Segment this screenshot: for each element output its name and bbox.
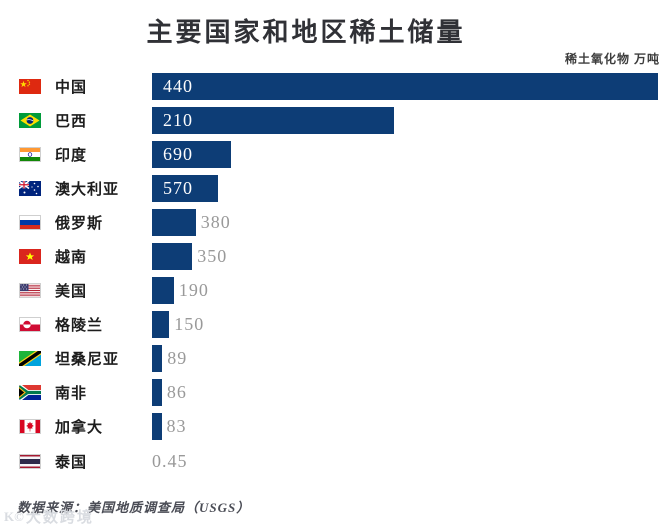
table-row: 越南 350 bbox=[0, 239, 668, 273]
value-label: 210 bbox=[163, 109, 193, 130]
table-row: 坦桑尼亚 89 bbox=[0, 342, 668, 376]
bar-zone: 0.45 bbox=[152, 447, 658, 475]
bar-zone: 440 bbox=[152, 72, 658, 100]
value-label: 350 bbox=[197, 246, 228, 267]
country-label: 格陵兰 bbox=[55, 318, 104, 335]
country-label: 坦桑尼亚 bbox=[55, 352, 120, 369]
table-row: 加拿大 83 bbox=[0, 410, 668, 444]
value-label: 86 bbox=[166, 382, 187, 403]
unit-label: 稀土氧化物 万吨 bbox=[564, 52, 660, 66]
thailand-flag bbox=[19, 453, 41, 469]
bar-china bbox=[152, 72, 658, 100]
bar-zone: 89 bbox=[152, 345, 658, 373]
bar-chart: 中国 440 巴西 210 印度 690 bbox=[0, 69, 668, 478]
russia-flag bbox=[19, 214, 41, 230]
bar-zone: 150 bbox=[152, 311, 658, 339]
value-label: 440 bbox=[163, 75, 193, 96]
usa-flag bbox=[19, 283, 41, 299]
watermark-text: 大数跨境 bbox=[25, 510, 94, 526]
country-label: 泰国 bbox=[55, 454, 88, 471]
country-label: 澳大利亚 bbox=[55, 181, 120, 198]
bar-greenland bbox=[152, 311, 170, 339]
brazil-flag bbox=[19, 112, 41, 128]
india-flag bbox=[19, 146, 41, 162]
table-row: 澳大利亚 570 bbox=[0, 171, 668, 205]
bar-zone: 190 bbox=[152, 277, 658, 305]
country-label: 加拿大 bbox=[55, 420, 104, 437]
vietnam-flag bbox=[19, 249, 41, 265]
data-source: 数据来源：美国地质调查局（USGS） bbox=[17, 500, 251, 515]
watermark-logo-icon: K© bbox=[4, 508, 24, 524]
table-row: 泰国 0.45 bbox=[0, 444, 668, 478]
bar-zone: 380 bbox=[152, 208, 658, 236]
country-label: 印度 bbox=[55, 147, 88, 164]
watermark: K© 大数跨境 bbox=[4, 506, 94, 527]
bar-usa bbox=[152, 277, 174, 305]
bar-canada bbox=[152, 413, 162, 441]
country-label: 美国 bbox=[55, 284, 88, 301]
table-row: 美国 190 bbox=[0, 274, 668, 308]
bar-zone: 83 bbox=[152, 413, 658, 441]
bar-tanzania bbox=[152, 345, 163, 373]
bar-india bbox=[152, 140, 232, 168]
south-africa-flag bbox=[19, 385, 41, 401]
value-label: 380 bbox=[200, 211, 231, 232]
bar-zone: 86 bbox=[152, 379, 658, 407]
table-row: 格陵兰 150 bbox=[0, 308, 668, 342]
australia-flag bbox=[19, 180, 41, 196]
table-row: 巴西 210 bbox=[0, 103, 668, 137]
table-row: 印度 690 bbox=[0, 137, 668, 171]
bar-south-africa bbox=[152, 379, 162, 407]
value-label: 0.45 bbox=[152, 450, 188, 471]
value-label: 83 bbox=[166, 416, 187, 437]
bar-zone: 350 bbox=[152, 243, 658, 271]
value-label: 150 bbox=[174, 314, 205, 335]
country-label: 俄罗斯 bbox=[55, 215, 104, 232]
greenland-flag bbox=[19, 317, 41, 333]
bar-russia bbox=[152, 208, 196, 236]
canada-flag bbox=[19, 419, 41, 435]
country-label: 南非 bbox=[55, 386, 88, 403]
tanzania-flag bbox=[19, 351, 41, 367]
value-label: 570 bbox=[163, 177, 193, 198]
bar-vietnam bbox=[152, 243, 193, 271]
country-label: 巴西 bbox=[55, 113, 88, 130]
value-label: 89 bbox=[167, 348, 188, 369]
country-label: 越南 bbox=[55, 250, 88, 267]
bar-brazil bbox=[152, 106, 394, 134]
bar-zone: 690 bbox=[152, 140, 658, 168]
china-flag bbox=[19, 78, 41, 94]
bar-zone: 210 bbox=[152, 106, 658, 134]
value-label: 690 bbox=[163, 143, 193, 164]
table-row: 中国 440 bbox=[0, 69, 668, 103]
table-row: 南非 86 bbox=[0, 376, 668, 410]
table-row: 俄罗斯 380 bbox=[0, 205, 668, 239]
value-label: 190 bbox=[178, 280, 209, 301]
chart-title: 主要国家和地区稀土储量 bbox=[146, 18, 466, 47]
bar-australia bbox=[152, 174, 218, 202]
country-label: 中国 bbox=[55, 79, 88, 96]
bar-zone: 570 bbox=[152, 174, 658, 202]
